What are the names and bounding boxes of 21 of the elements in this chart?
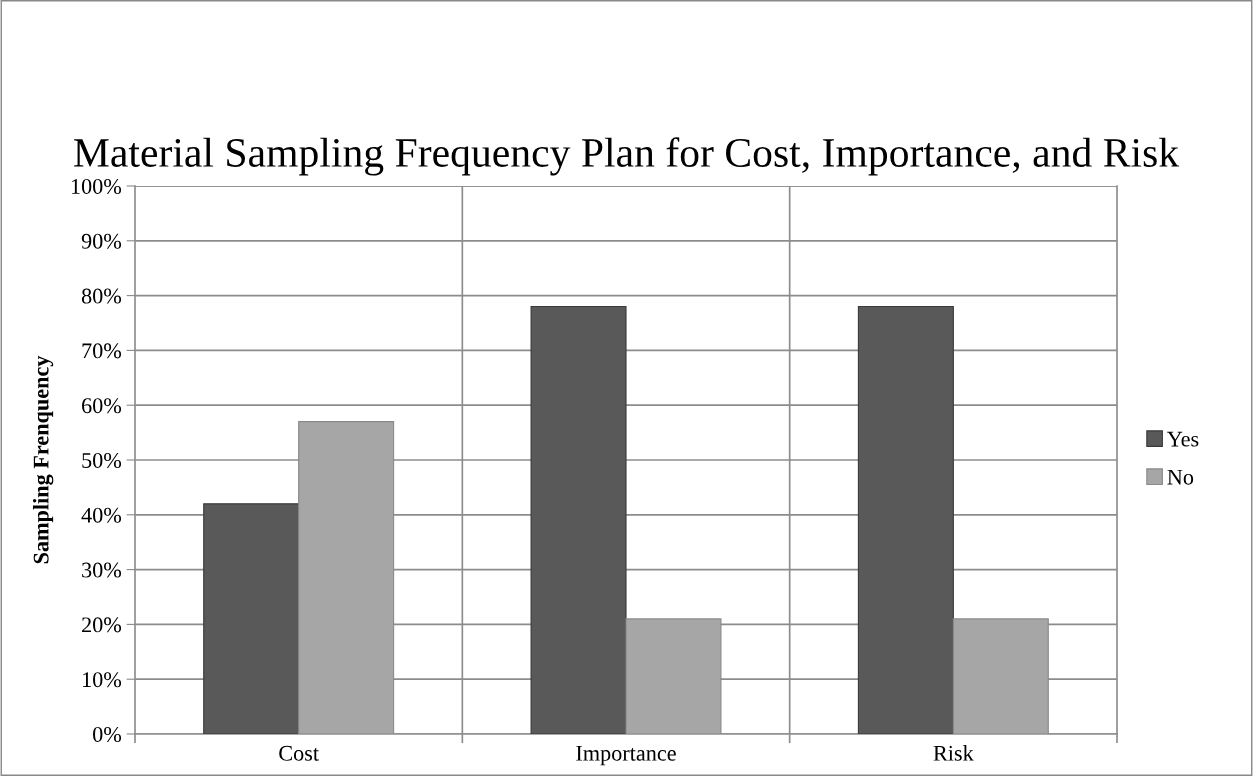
- y-axis-title: Sampling Frenquency: [32, 355, 54, 564]
- y-tick-label: 10%: [83, 672, 122, 688]
- y-tick-label: 30%: [82, 562, 122, 578]
- y-tick-label: 100%: [71, 178, 122, 194]
- bar: [203, 503, 300, 734]
- y-tick-label: 0%: [93, 726, 122, 742]
- x-tick-label: Importance: [576, 745, 676, 766]
- y-tick-label: 70%: [82, 343, 122, 359]
- y-tick-label: 60%: [82, 398, 122, 414]
- x-tick-label: Risk: [933, 745, 974, 761]
- x-tick-label: Cost: [279, 745, 319, 761]
- y-tick-label: 50%: [82, 452, 122, 468]
- chart-title: Material Sampling Frequency Plan for Cost, Importance, and Risk: [74, 137, 1180, 176]
- y-tick-label: 90%: [81, 233, 122, 249]
- bar: [857, 306, 954, 734]
- legend-label: No: [1167, 469, 1194, 485]
- y-tick-label: 40%: [81, 507, 122, 523]
- y-tick-label: 80%: [81, 288, 122, 304]
- legend-label: Yes: [1167, 431, 1199, 447]
- y-tick-label: 20%: [82, 617, 122, 633]
- bar: [530, 306, 627, 734]
